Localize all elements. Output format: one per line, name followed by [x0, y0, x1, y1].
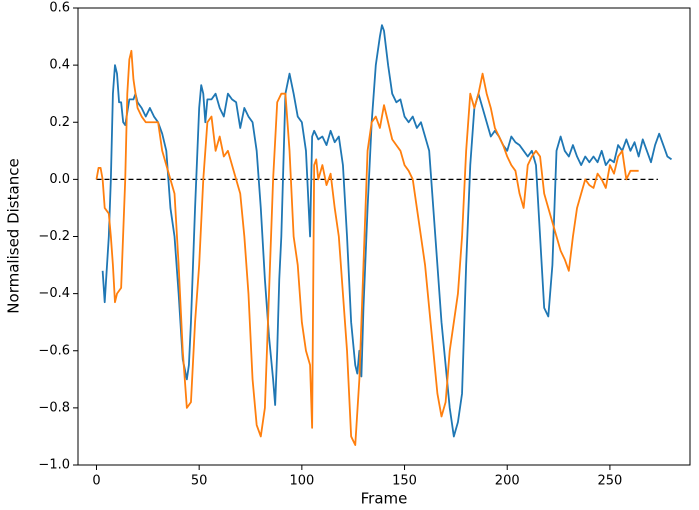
y-axis-label: Normalised Distance: [5, 158, 23, 313]
x-tick-label: 200: [495, 474, 520, 489]
y-tick-label: 0.4: [49, 58, 70, 73]
y-tick-label: −0.6: [38, 343, 70, 358]
x-tick-label: 0: [92, 474, 100, 489]
y-tick-label: −0.4: [38, 286, 70, 301]
x-tick-label: 250: [597, 474, 622, 489]
y-tick-label: 0.0: [49, 172, 70, 187]
data-line: [95, 49, 639, 446]
y-tick-label: 0.2: [49, 115, 70, 130]
plot-frame: [77, 7, 691, 466]
y-tick-label: −1.0: [38, 458, 70, 473]
x-tick-label: 100: [289, 474, 314, 489]
x-tick-label: 150: [392, 474, 417, 489]
x-tick-label: 50: [191, 474, 208, 489]
data-line: [101, 24, 673, 438]
y-tick-label: −0.8: [38, 400, 70, 415]
y-tick-label: 0.6: [49, 1, 70, 16]
x-axis-label: Frame: [361, 490, 408, 508]
y-tick-label: −0.2: [38, 229, 70, 244]
